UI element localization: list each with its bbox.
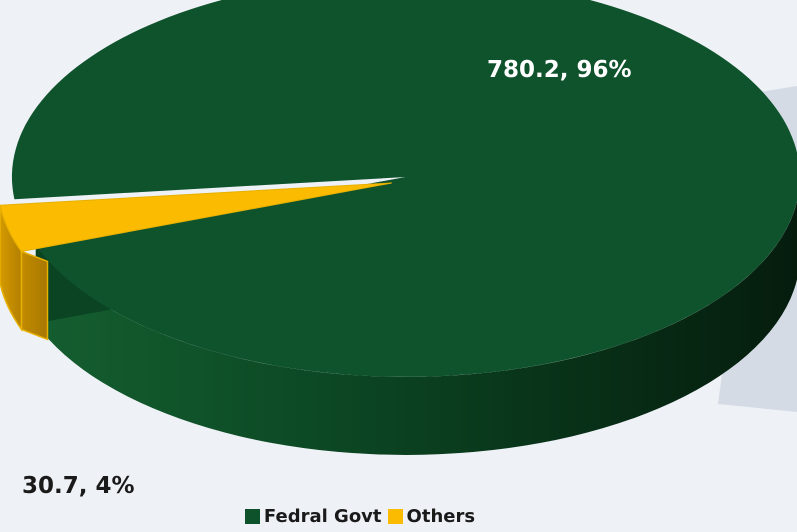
legend-label-fedral-govt: Fedral Govt bbox=[263, 506, 382, 527]
legend-swatch-fedral-govt bbox=[244, 509, 260, 524]
legend-item-others: Others bbox=[387, 506, 476, 527]
pie-slice-fedral-govt bbox=[11, 0, 797, 455]
pie-slice-others bbox=[0, 182, 392, 341]
pie-cut-others bbox=[20, 250, 49, 341]
pie-side-fedral-govt bbox=[35, 201, 797, 455]
legend-swatch-others bbox=[387, 509, 403, 524]
data-label-others: 30.7, 4% bbox=[22, 473, 135, 499]
legend-label-others: Others bbox=[406, 506, 476, 527]
legend: Fedral Govt Others bbox=[0, 506, 720, 527]
pie-top-fedral-govt bbox=[11, 0, 797, 377]
pie-top-others bbox=[0, 182, 392, 252]
legend-item-fedral-govt: Fedral Govt bbox=[244, 506, 382, 527]
data-label-fedral-govt: 780.2, 96% bbox=[487, 57, 632, 83]
